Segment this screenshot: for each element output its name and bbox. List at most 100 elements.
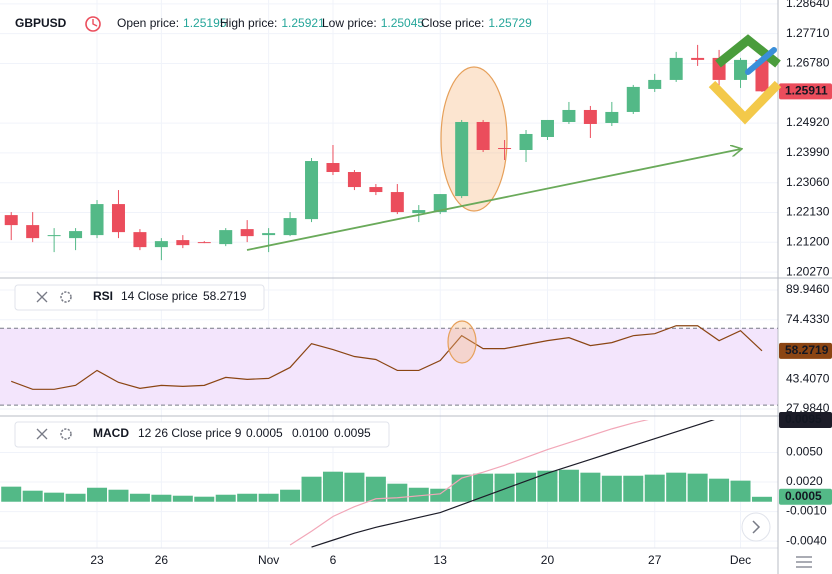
scroll-right-button[interactable]	[741, 512, 771, 542]
y-tick-label: 27.9840	[786, 401, 830, 415]
price-info: Low price: 1.25045	[322, 16, 424, 30]
close-icon[interactable]	[36, 428, 48, 440]
price-info-value: 1.25195	[183, 16, 227, 30]
highlight-ellipse	[440, 66, 508, 212]
price-info-label: High price:	[220, 16, 277, 30]
y-tick-label: 1.20270	[786, 264, 830, 278]
price-tag-label: 0.0005	[785, 489, 822, 503]
histogram-bar	[408, 487, 429, 502]
price-info-value: 1.25921	[281, 16, 325, 30]
histogram-bar	[280, 489, 301, 502]
histogram-bar	[301, 476, 322, 502]
candle-body	[455, 121, 469, 197]
y-tick-label: 43.4070	[786, 372, 830, 386]
trend-arrow	[246, 149, 741, 251]
histogram-bar	[151, 494, 172, 502]
axis-settings-icon[interactable]	[796, 556, 812, 568]
candle-body	[605, 111, 619, 123]
indicator-title: MACD	[93, 426, 129, 440]
y-tick-label: 1.23060	[786, 175, 830, 189]
histogram-bar	[601, 475, 622, 502]
histogram-bar	[430, 488, 451, 502]
candle-body	[626, 86, 640, 112]
candle-body	[669, 57, 683, 80]
histogram-bar	[558, 469, 579, 502]
histogram-bar	[687, 473, 708, 502]
candle-body	[519, 133, 533, 150]
y-tick-label: 1.24920	[786, 115, 830, 129]
candle-body	[262, 233, 276, 236]
indicator-legend-box	[14, 421, 390, 448]
x-tick-label: 26	[155, 553, 169, 567]
indicator-value: 0.0005	[246, 426, 283, 440]
histogram-bar	[537, 470, 558, 502]
price-info: Close price: 1.25729	[421, 16, 532, 30]
symbol: GBPUSD	[15, 16, 67, 30]
rsi-line	[11, 325, 763, 390]
histogram-bar	[473, 473, 494, 502]
histogram-bar	[709, 478, 730, 502]
y-tick-label: 89.9460	[786, 282, 830, 296]
histogram-bar	[108, 489, 129, 502]
candle-body	[540, 119, 554, 137]
candle-body	[326, 163, 340, 173]
x-tick-label: 6	[330, 553, 337, 567]
price-info-label: Open price:	[117, 16, 179, 30]
price-tag	[779, 412, 832, 428]
histogram-bar	[65, 493, 86, 502]
y-tick-label: 0.0020	[786, 474, 823, 488]
settings-icon[interactable]	[60, 291, 72, 303]
histogram-bar	[344, 472, 365, 502]
candle-body	[4, 215, 18, 226]
y-tick-label: 1.27710	[786, 26, 830, 40]
indicator-legend-box	[14, 284, 265, 311]
histogram-bar	[172, 495, 193, 502]
histogram-bar	[666, 472, 687, 502]
candle-body	[691, 57, 705, 60]
histogram-bar	[87, 487, 108, 502]
candle-body	[219, 230, 233, 245]
price-info-label: Close price:	[421, 16, 484, 30]
y-tick-label: -0.0040	[786, 533, 827, 547]
macd-line	[311, 420, 715, 548]
candle-body	[197, 242, 211, 244]
logo-blue	[745, 47, 777, 75]
settings-icon[interactable]	[60, 428, 72, 440]
background-layer	[0, 0, 778, 548]
histogram-bar	[258, 493, 279, 502]
histogram-bar	[365, 476, 386, 502]
indicator-value: 58.2719	[203, 289, 247, 303]
indicator-title: RSI	[93, 289, 113, 303]
close-icon[interactable]	[36, 291, 48, 303]
histogram-bar	[751, 496, 772, 502]
candle-body	[47, 235, 61, 237]
candle-body	[390, 192, 404, 213]
y-tick-label: 74.4330	[786, 312, 830, 326]
x-tick-label: Dec	[730, 553, 751, 567]
macd-line	[289, 420, 649, 546]
highlight-ellipse	[447, 320, 477, 364]
histogram-bar	[1, 486, 22, 502]
candle-body	[347, 172, 361, 188]
histogram-bar	[623, 475, 644, 502]
candle-body	[154, 241, 168, 248]
candle-body	[240, 229, 254, 237]
candle-body	[69, 231, 83, 239]
candle-body	[26, 225, 40, 239]
histogram-bar	[44, 492, 65, 502]
candle-body	[90, 204, 104, 236]
histogram-bar	[494, 473, 515, 502]
price-info-value: 1.25045	[381, 16, 425, 30]
candle-body	[133, 232, 147, 248]
price-info-label: Low price:	[322, 16, 377, 30]
clock-icon[interactable]	[85, 16, 101, 32]
candle-body	[476, 121, 490, 150]
y-tick-label: 0.0050	[786, 445, 823, 459]
indicator-params: 12 26 Close price 9	[138, 426, 242, 440]
price-tag	[779, 342, 832, 359]
candle-body	[583, 109, 597, 124]
candle-body	[176, 240, 190, 246]
price-tag	[779, 488, 832, 505]
y-tick-label: 1.22130	[786, 205, 830, 219]
